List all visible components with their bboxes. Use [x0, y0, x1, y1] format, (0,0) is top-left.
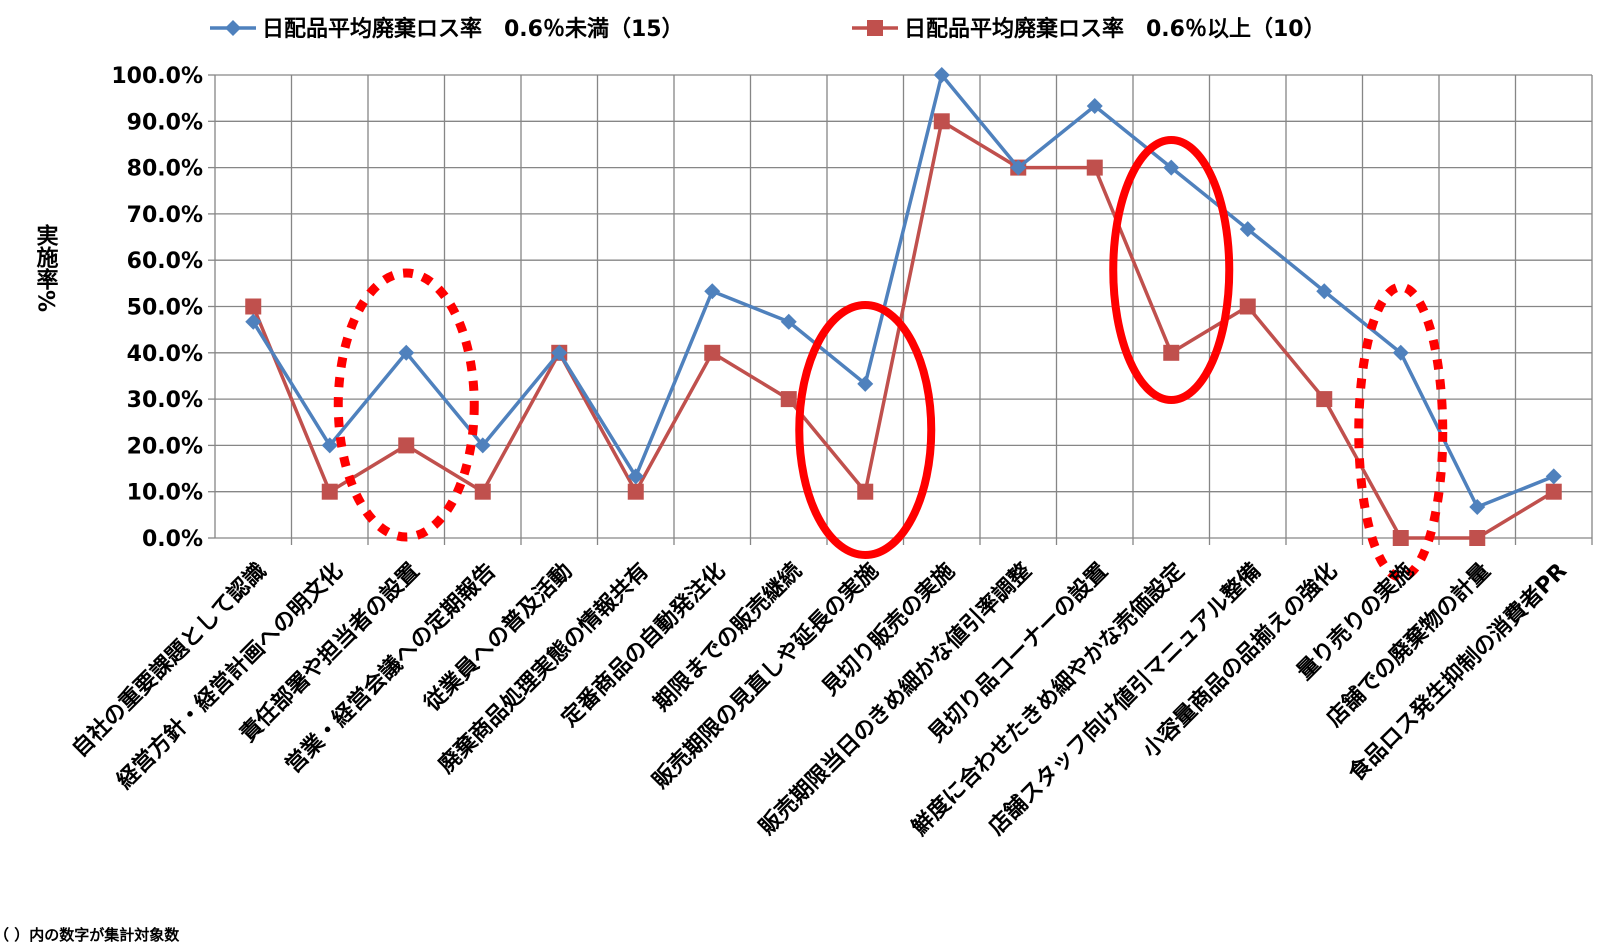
data-point	[1239, 298, 1256, 315]
series-lines	[245, 67, 1562, 546]
data-point	[245, 298, 262, 315]
x-category-label: 見切り販売の実施	[817, 558, 960, 701]
data-point	[933, 113, 950, 130]
data-point	[551, 344, 568, 361]
y-axis-tick-labels: 0.0% 10.0% 20.0% 30.0% 40.0% 50.0% 60.0% 70.0% 8…	[111, 64, 203, 552]
y-tick-label: 50.0%	[127, 296, 203, 321]
gridlines	[215, 74, 1593, 538]
legend-label: 日配品平均廃棄ロス率 0.6％以上（10）	[904, 16, 1326, 42]
data-point	[398, 437, 415, 454]
data-point	[933, 67, 950, 83]
data-point	[857, 483, 874, 500]
series-line	[251, 119, 1555, 540]
data-point	[1239, 221, 1256, 238]
y-tick-label: 40.0%	[127, 342, 203, 367]
x-category-label: 鮮度に合わせたきめ細やかな売価設定	[907, 558, 1190, 841]
data-point	[321, 437, 338, 454]
y-tick-label: 90.0%	[127, 110, 203, 135]
legend-label: 日配品平均廃棄ロス率 0.6％未満（15）	[262, 16, 684, 42]
data-point	[704, 344, 721, 361]
x-category-label: 期限までの販売継続	[649, 558, 807, 716]
annotation-ellipse	[1354, 282, 1448, 582]
data-point	[780, 391, 797, 408]
y-tick-label: 20.0%	[127, 434, 203, 459]
axes	[208, 74, 1593, 545]
footnote: （ ）内の数字が集計対象数	[0, 926, 180, 944]
data-point	[398, 344, 415, 361]
y-tick-label: 70.0%	[127, 203, 203, 228]
y-axis-label: 実施率%	[33, 223, 59, 312]
y-tick-label: 60.0%	[127, 249, 203, 274]
data-point	[1545, 468, 1562, 485]
annotation-ellipse	[795, 301, 936, 559]
data-point	[1545, 483, 1562, 500]
data-point	[704, 283, 721, 300]
y-tick-label: 10.0%	[127, 481, 203, 506]
data-point	[857, 375, 874, 392]
data-point	[627, 468, 644, 485]
data-point	[321, 483, 338, 500]
legend: 日配品平均廃棄ロス率 0.6％未満（15） 日配品平均廃棄ロス率 0.6％以上（1…	[210, 16, 1326, 42]
data-point	[1316, 283, 1333, 300]
x-category-label: 販売期限当日のきめ細かな値引率調整	[754, 558, 1036, 840]
x-category-label: 従業員への普及活動	[418, 558, 577, 717]
annotation-ellipses	[333, 136, 1448, 582]
legend-item: 日配品平均廃棄ロス率 0.6％未満（15）	[210, 16, 684, 42]
legend-marker	[867, 20, 883, 36]
data-point	[1469, 498, 1486, 515]
data-point	[1392, 530, 1409, 546]
data-point	[245, 313, 262, 330]
data-point	[1086, 159, 1103, 176]
x-category-label: 店舗スタッフ向け値引マニュアル整備	[984, 558, 1266, 840]
y-tick-label: 80.0%	[127, 157, 203, 182]
data-point	[1086, 98, 1103, 115]
legend-marker	[225, 20, 241, 36]
annotation-ellipse	[333, 268, 479, 542]
data-point	[1316, 391, 1333, 408]
y-tick-label: 30.0%	[127, 388, 203, 413]
data-point	[1163, 344, 1180, 361]
data-point	[474, 437, 491, 454]
data-point	[1392, 344, 1409, 361]
data-point	[1010, 159, 1027, 176]
x-axis-category-labels: 自社の重要課題として認識経営方針・経営計画への明文化責任部署や担当者の設置営業・…	[67, 558, 1572, 841]
y-tick-label: 100.0%	[111, 64, 203, 89]
annotation-ellipse	[1109, 136, 1234, 404]
data-point	[474, 483, 491, 500]
data-point	[1163, 159, 1180, 176]
data-point	[780, 313, 797, 330]
y-tick-label: 0.0%	[142, 527, 203, 552]
data-point	[1469, 530, 1486, 546]
data-point	[627, 483, 644, 500]
legend-item: 日配品平均廃棄ロス率 0.6％以上（10）	[852, 16, 1326, 42]
